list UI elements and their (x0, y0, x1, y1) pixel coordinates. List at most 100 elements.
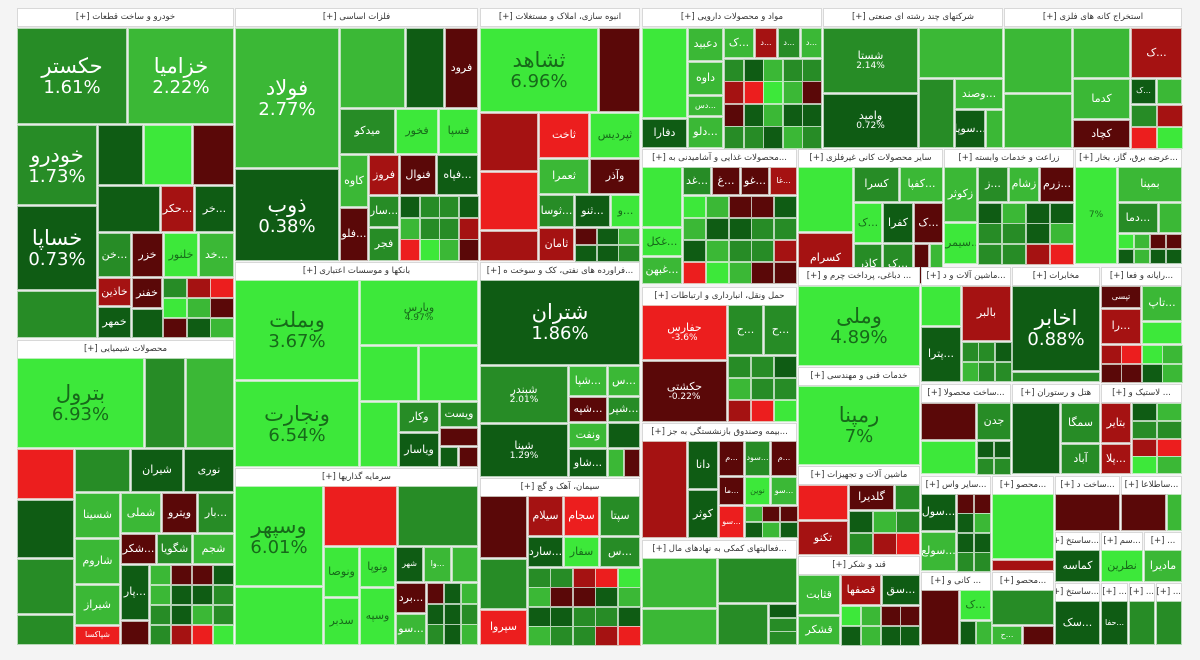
stock-tile-small[interactable] (783, 81, 803, 104)
stock-tile-small[interactable] (977, 441, 994, 458)
stock-tile[interactable]: ...سک (1055, 601, 1100, 645)
stock-tile[interactable]: تپسی (1101, 286, 1141, 308)
sector-header[interactable]: ... [+] (1129, 583, 1155, 602)
stock-tile-small[interactable] (962, 342, 979, 362)
stock-tile-small[interactable] (420, 196, 440, 218)
stock-tile[interactable]: ونوصا (324, 547, 359, 597)
stock-tile-small[interactable] (751, 400, 774, 422)
stock-tile[interactable] (919, 28, 1003, 78)
stock-tile[interactable]: ...ک (854, 203, 882, 243)
stock-tile[interactable]: ذوب 0.38% (235, 169, 339, 261)
stock-tile[interactable] (608, 423, 640, 448)
stock-tile[interactable] (1023, 626, 1054, 645)
stock-tile[interactable]: ...ثنو (575, 195, 610, 227)
stock-tile[interactable]: ...فپاه (437, 155, 478, 195)
stock-tile[interactable]: بالبر (962, 286, 1011, 341)
stock-tile[interactable]: ...د (778, 28, 800, 58)
stock-tile[interactable] (992, 590, 1054, 625)
stock-tile-small[interactable] (774, 356, 797, 378)
stock-tile[interactable] (1156, 601, 1182, 645)
stock-tile-small[interactable] (763, 81, 783, 104)
sector-header[interactable]: ...محصو [+] (992, 572, 1054, 591)
stock-tile-small[interactable] (1157, 127, 1183, 149)
sector-header[interactable]: ...فراورده های نفتی، کک و سوخت ه [+] (480, 262, 640, 281)
stock-tile[interactable] (398, 486, 478, 546)
stock-tile-small[interactable] (192, 585, 213, 605)
stock-tile[interactable]: ...غ (712, 167, 740, 195)
stock-tile-small[interactable] (444, 624, 461, 645)
stock-tile[interactable]: ...پار (121, 565, 149, 620)
stock-tile-small[interactable] (1002, 223, 1026, 244)
stock-tile[interactable]: ...ک (724, 28, 754, 58)
stock-tile[interactable]: شجم (193, 534, 234, 564)
stock-tile[interactable]: ...ک (914, 203, 943, 243)
stock-tile[interactable] (452, 547, 478, 582)
stock-tile[interactable]: اخابر 0.88% (1012, 286, 1100, 371)
stock-tile-small[interactable] (706, 196, 729, 218)
stock-tile-small[interactable] (1002, 244, 1026, 265)
stock-tile[interactable]: ...ز (978, 167, 1008, 202)
stock-tile[interactable]: کدما (1073, 79, 1130, 119)
stock-tile-small[interactable] (1132, 456, 1157, 474)
stock-tile[interactable] (986, 110, 1003, 148)
sector-header[interactable]: ...ساستخ [+] (1055, 583, 1100, 602)
stock-tile-small[interactable] (978, 342, 995, 362)
stock-tile-small[interactable] (957, 552, 974, 572)
stock-tile-small[interactable] (1118, 249, 1134, 264)
stock-tile-small[interactable] (528, 587, 551, 607)
stock-tile-small[interactable] (213, 565, 234, 585)
stock-tile-small[interactable] (724, 126, 744, 149)
stock-tile-small[interactable] (150, 565, 171, 585)
stock-tile[interactable]: بتایر (1101, 403, 1131, 443)
stock-tile-small[interactable] (618, 587, 641, 607)
stock-tile[interactable]: فخور (396, 109, 438, 154)
stock-tile-small[interactable] (1050, 244, 1074, 265)
stock-tile[interactable]: ...بار (198, 493, 234, 533)
stock-tile[interactable]: کوثر (688, 490, 718, 538)
stock-tile-small[interactable] (728, 400, 751, 422)
stock-tile[interactable]: ...سو (771, 477, 797, 505)
stock-tile[interactable] (1142, 322, 1182, 344)
stock-tile[interactable]: ...ما (719, 477, 744, 505)
stock-tile-small[interactable] (802, 104, 822, 127)
stock-tile-small[interactable] (802, 81, 822, 104)
stock-tile[interactable]: کسرا (854, 167, 899, 202)
stock-tile[interactable]: خودرو 1.73% (17, 125, 97, 205)
stock-tile[interactable] (17, 500, 74, 558)
stock-tile[interactable]: ...خن (98, 233, 131, 277)
stock-tile[interactable] (440, 447, 458, 467)
stock-tile[interactable]: ویاسار (399, 433, 439, 467)
sector-header[interactable]: ...ساخت محصولا [+] (921, 384, 1011, 403)
stock-tile-small[interactable] (439, 196, 459, 218)
stock-tile-small[interactable] (213, 585, 234, 605)
stock-tile[interactable]: ...غکل (642, 228, 682, 256)
stock-tile[interactable]: ...شاو (569, 449, 607, 477)
stock-tile[interactable]: دعبید (688, 28, 723, 61)
stock-tile[interactable]: تکنو (798, 521, 848, 555)
stock-tile[interactable]: ...برد (396, 583, 426, 613)
stock-tile[interactable]: شبندر 2.01% (480, 366, 568, 423)
stock-tile-small[interactable] (150, 605, 171, 625)
stock-tile-small[interactable] (962, 362, 979, 382)
stock-tile[interactable] (1157, 79, 1182, 104)
sector-header[interactable]: سرمایه گذاریها [+] (235, 468, 478, 487)
stock-tile-small[interactable] (744, 126, 764, 149)
sector-header[interactable]: ...محصو [+] (992, 476, 1054, 495)
sector-header[interactable]: ...سایر واس [+] (921, 476, 991, 495)
stock-tile-small[interactable] (751, 262, 774, 284)
stock-tile-small[interactable] (1131, 127, 1157, 149)
stock-tile[interactable]: فروز (369, 155, 399, 195)
stock-tile[interactable]: ...سود (745, 441, 770, 476)
stock-tile[interactable] (1159, 203, 1182, 233)
stock-tile-small[interactable] (976, 621, 992, 645)
stock-tile-small[interactable] (1121, 364, 1142, 383)
stock-tile-small[interactable] (729, 262, 752, 284)
stock-tile-small[interactable] (849, 511, 873, 533)
stock-tile[interactable]: آباد (1061, 444, 1100, 474)
stock-tile[interactable]: 7% (1075, 167, 1117, 264)
stock-tile-small[interactable] (400, 218, 420, 240)
stock-tile[interactable]: حکستر 1.61% (17, 28, 127, 124)
stock-tile-small[interactable] (171, 625, 192, 645)
stock-tile-small[interactable] (608, 449, 624, 477)
stock-tile-small[interactable] (780, 522, 798, 538)
